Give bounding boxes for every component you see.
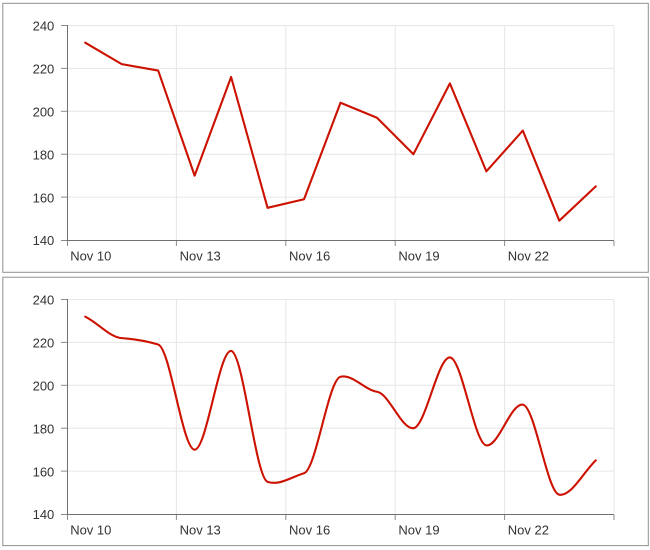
svg-text:160: 160 xyxy=(33,190,55,205)
svg-text:Nov 10: Nov 10 xyxy=(70,523,111,538)
svg-text:Nov 22: Nov 22 xyxy=(508,249,549,264)
svg-text:Nov 16: Nov 16 xyxy=(289,249,330,264)
svg-text:220: 220 xyxy=(33,62,55,77)
svg-text:Nov 19: Nov 19 xyxy=(398,249,439,264)
svg-text:Nov 16: Nov 16 xyxy=(289,523,330,538)
svg-text:Nov 13: Nov 13 xyxy=(180,523,221,538)
svg-text:180: 180 xyxy=(33,147,55,162)
svg-text:Nov 19: Nov 19 xyxy=(398,523,439,538)
svg-text:160: 160 xyxy=(33,464,55,479)
svg-text:240: 240 xyxy=(33,293,55,308)
svg-text:Nov 22: Nov 22 xyxy=(508,523,549,538)
svg-text:140: 140 xyxy=(33,507,55,522)
svg-text:180: 180 xyxy=(33,421,55,436)
svg-text:200: 200 xyxy=(33,379,55,394)
svg-text:200: 200 xyxy=(33,105,55,120)
svg-text:140: 140 xyxy=(33,233,55,248)
svg-text:240: 240 xyxy=(33,19,55,34)
svg-text:Nov 13: Nov 13 xyxy=(180,249,221,264)
svg-text:Nov 10: Nov 10 xyxy=(70,249,111,264)
svg-text:220: 220 xyxy=(33,336,55,351)
